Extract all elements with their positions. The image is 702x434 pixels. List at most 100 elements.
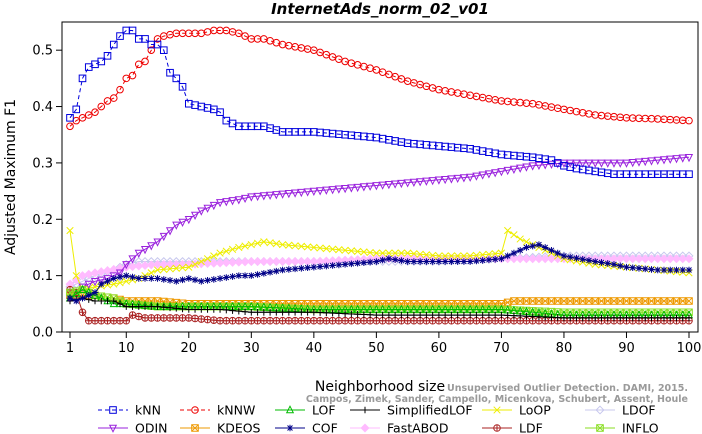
data-point <box>472 172 481 181</box>
data-point <box>210 316 218 324</box>
data-point <box>435 317 443 325</box>
data-point <box>684 254 694 264</box>
data-point <box>603 159 612 168</box>
data-point <box>116 317 124 325</box>
data-point <box>623 263 630 271</box>
data-point <box>216 317 224 325</box>
data-point <box>672 155 681 164</box>
data-point <box>147 314 155 322</box>
x-tick-label: 1 <box>66 341 74 356</box>
data-point <box>666 155 675 164</box>
data-point <box>498 311 505 319</box>
data-point <box>147 275 155 282</box>
data-point <box>353 183 362 193</box>
data-point <box>91 317 99 325</box>
data-point <box>534 161 544 171</box>
data-point <box>641 265 649 273</box>
legend-marker <box>191 406 199 414</box>
data-point <box>616 159 625 168</box>
data-point <box>459 174 469 183</box>
data-point <box>354 310 361 318</box>
data-point <box>229 273 236 280</box>
data-point <box>284 190 293 199</box>
data-point <box>166 277 174 284</box>
data-point <box>546 254 556 264</box>
data-point <box>284 257 294 267</box>
data-point <box>448 311 455 319</box>
data-point <box>298 317 305 325</box>
data-point <box>115 269 125 278</box>
legend-label: COF <box>312 421 338 434</box>
data-point <box>510 249 518 257</box>
data-point <box>285 266 293 273</box>
data-point <box>309 187 318 197</box>
data-point <box>198 277 205 285</box>
data-point <box>260 238 268 246</box>
data-point <box>116 279 124 287</box>
data-point <box>510 312 518 319</box>
data-point <box>653 254 663 264</box>
data-point <box>547 160 556 169</box>
data-point <box>347 184 356 193</box>
data-point <box>185 275 193 282</box>
data-point <box>429 317 436 325</box>
data-point <box>640 254 650 264</box>
data-point <box>303 188 312 197</box>
legend-marker <box>493 424 501 432</box>
legend-label: INFLO <box>622 421 659 434</box>
x-axis-title: Neighborhood size <box>315 379 445 395</box>
data-point <box>566 253 574 261</box>
data-point <box>315 187 325 196</box>
data-point <box>141 275 149 282</box>
data-point <box>129 273 136 281</box>
data-point <box>641 314 649 322</box>
data-point <box>85 317 93 325</box>
data-point <box>523 244 530 251</box>
data-point <box>548 314 555 321</box>
data-point <box>366 311 374 319</box>
legend-label: SimplifiedLOF <box>387 403 473 418</box>
legend-label: kNN <box>135 403 161 418</box>
data-point <box>366 64 374 73</box>
x-tick-label: 60 <box>431 341 448 356</box>
data-point <box>254 308 261 316</box>
data-point <box>260 317 268 325</box>
data-point <box>360 259 368 266</box>
data-point <box>172 74 181 83</box>
data-point <box>147 46 156 54</box>
data-point <box>540 254 550 264</box>
data-point <box>429 311 436 319</box>
data-point <box>72 271 80 280</box>
x-axis: 1 10 20 30 40 50 60 70 80 90 100 <box>66 332 701 356</box>
data-point <box>247 193 256 202</box>
data-point <box>122 277 130 285</box>
data-point <box>285 308 293 316</box>
data-point <box>335 246 343 254</box>
data-point <box>441 252 449 260</box>
data-point <box>604 314 612 322</box>
data-point <box>528 162 537 171</box>
data-point <box>216 275 224 282</box>
data-point <box>629 314 637 322</box>
data-point <box>372 182 381 191</box>
data-point <box>378 68 387 76</box>
data-point <box>84 111 93 119</box>
data-point <box>621 254 631 264</box>
data-point <box>685 266 693 274</box>
data-point <box>410 250 418 258</box>
data-point <box>685 170 693 178</box>
data-point <box>366 258 374 266</box>
data-point <box>379 256 386 264</box>
data-point <box>172 314 180 322</box>
data-point <box>559 159 569 168</box>
data-point <box>585 314 593 322</box>
data-point <box>109 94 118 102</box>
data-point <box>66 226 74 235</box>
data-point <box>134 60 143 69</box>
data-point <box>216 249 224 257</box>
data-point <box>204 316 211 323</box>
data-point <box>122 74 131 83</box>
data-point <box>310 317 318 325</box>
legend-label: LDF <box>519 421 543 434</box>
legend-marker <box>286 424 294 432</box>
